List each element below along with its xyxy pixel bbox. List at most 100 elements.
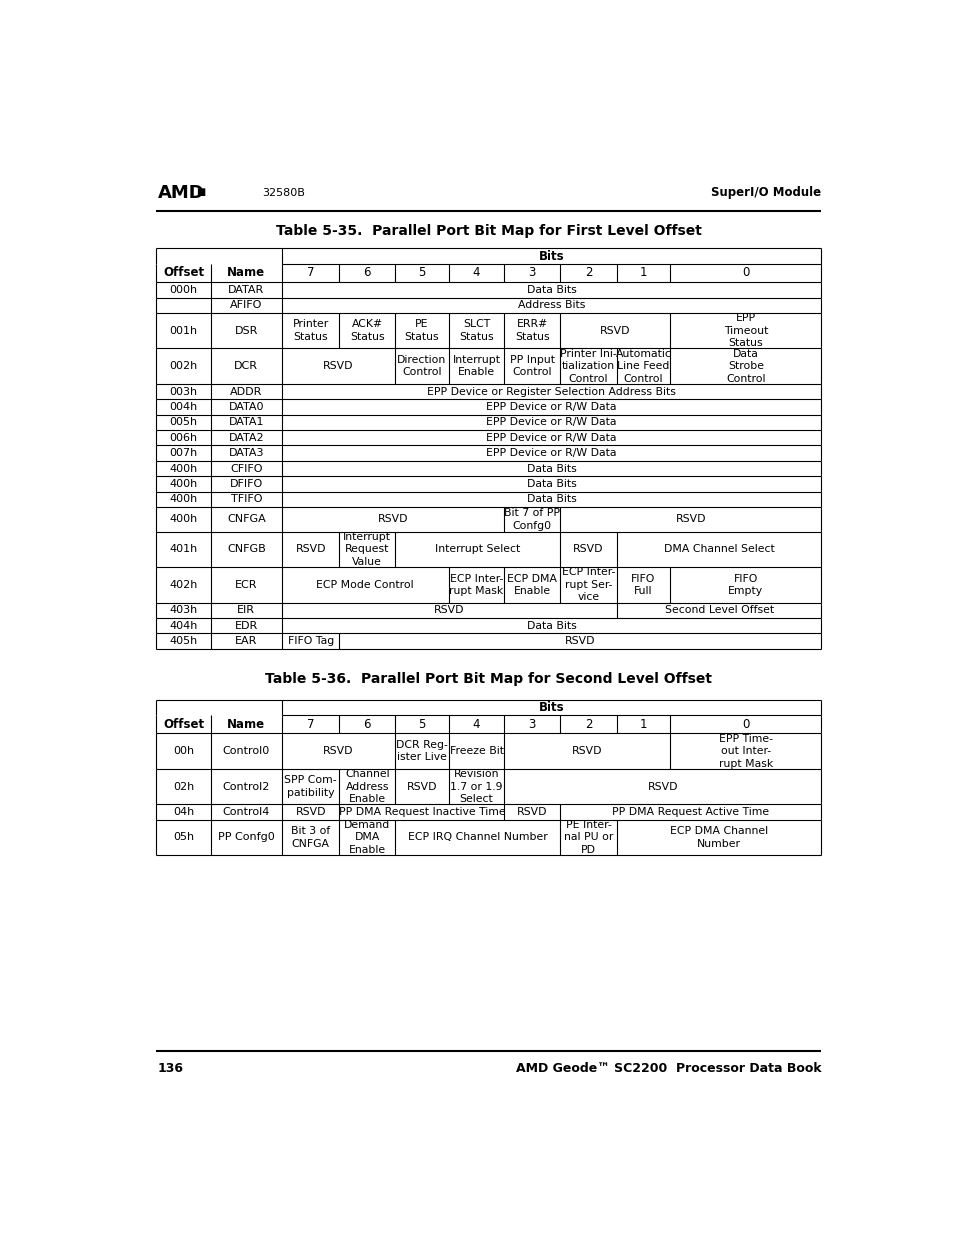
Text: RSVD: RSVD — [323, 746, 354, 756]
Text: FIFO
Empty: FIFO Empty — [727, 573, 762, 597]
Text: Table 5-36.  Parallel Port Bit Map for Second Level Offset: Table 5-36. Parallel Port Bit Map for Se… — [265, 673, 712, 687]
Text: ECP Mode Control: ECP Mode Control — [316, 579, 414, 590]
Text: PP DMA Request Active Time: PP DMA Request Active Time — [612, 806, 768, 816]
Text: ACK#
Status: ACK# Status — [350, 320, 384, 342]
Text: Control4: Control4 — [222, 806, 270, 816]
Text: Automatic
Line Feed
Control: Automatic Line Feed Control — [615, 348, 671, 384]
Text: Freeze Bit: Freeze Bit — [449, 746, 503, 756]
Text: Name: Name — [227, 267, 265, 279]
Text: DFIFO: DFIFO — [230, 479, 263, 489]
Text: SPP Com-
patibility: SPP Com- patibility — [284, 776, 336, 798]
Text: 405h: 405h — [170, 636, 197, 646]
Text: EPP
Timeout
Status: EPP Timeout Status — [723, 314, 767, 348]
Text: EDR: EDR — [234, 621, 257, 631]
Text: CNFGA: CNFGA — [227, 514, 266, 525]
Text: FIFO
Full: FIFO Full — [631, 573, 655, 597]
Text: Second Level Offset: Second Level Offset — [664, 605, 773, 615]
Text: Bits: Bits — [538, 249, 564, 263]
Text: AMD: AMD — [158, 184, 205, 201]
Text: RSVD: RSVD — [517, 806, 547, 816]
Text: PP Input
Control: PP Input Control — [509, 354, 555, 378]
Text: Name: Name — [227, 718, 265, 731]
Text: AMD Geode™ SC2200  Processor Data Book: AMD Geode™ SC2200 Processor Data Book — [516, 1062, 821, 1074]
Text: 5: 5 — [417, 718, 425, 731]
Text: ECR: ECR — [234, 579, 257, 590]
Text: Bit 3 of
CNFGA: Bit 3 of CNFGA — [291, 826, 330, 848]
Text: 3: 3 — [528, 718, 536, 731]
Text: 32580B: 32580B — [262, 188, 305, 198]
Text: EPP Device or R/W Data: EPP Device or R/W Data — [486, 432, 617, 442]
Text: Data Bits: Data Bits — [526, 621, 576, 631]
Text: DATA0: DATA0 — [229, 401, 264, 412]
Text: AFIFO: AFIFO — [230, 300, 262, 310]
Text: PE
Status: PE Status — [404, 320, 438, 342]
Text: Interrupt
Enable: Interrupt Enable — [452, 354, 500, 378]
Text: Printer
Status: Printer Status — [293, 320, 329, 342]
Text: Control0: Control0 — [222, 746, 270, 756]
Text: 402h: 402h — [170, 579, 197, 590]
Text: 000h: 000h — [170, 285, 197, 295]
Text: Data Bits: Data Bits — [526, 463, 576, 473]
Text: 4: 4 — [473, 267, 479, 279]
Text: RSVD: RSVD — [295, 806, 326, 816]
Text: 400h: 400h — [170, 463, 197, 473]
Text: RSVD: RSVD — [406, 782, 436, 792]
Text: 0: 0 — [741, 718, 749, 731]
Text: EPP Device or R/W Data: EPP Device or R/W Data — [486, 448, 617, 458]
Text: 003h: 003h — [170, 387, 197, 396]
Text: DATA2: DATA2 — [229, 432, 264, 442]
Text: FIFO Tag: FIFO Tag — [287, 636, 334, 646]
Text: EIR: EIR — [237, 605, 255, 615]
Text: RSVD: RSVD — [675, 514, 705, 525]
Text: ECP DMA Channel
Number: ECP DMA Channel Number — [669, 826, 767, 848]
Text: Direction
Control: Direction Control — [396, 354, 446, 378]
Text: 04h: 04h — [172, 806, 194, 816]
Text: DCR: DCR — [234, 361, 258, 370]
Text: 0: 0 — [741, 267, 749, 279]
Text: Offset: Offset — [163, 718, 204, 731]
Text: RSVD: RSVD — [434, 605, 464, 615]
Text: 400h: 400h — [170, 514, 197, 525]
Text: RSVD: RSVD — [647, 782, 678, 792]
Text: CFIFO: CFIFO — [230, 463, 262, 473]
Text: DATA3: DATA3 — [229, 448, 264, 458]
Text: ADDR: ADDR — [230, 387, 262, 396]
Text: RSVD: RSVD — [573, 545, 603, 555]
Text: PP DMA Request Inactive Time: PP DMA Request Inactive Time — [338, 806, 505, 816]
Text: Address Bits: Address Bits — [517, 300, 585, 310]
Text: DCR Reg-
ister Live: DCR Reg- ister Live — [395, 740, 447, 762]
Text: EPP Time-
out Inter-
rupt Mask: EPP Time- out Inter- rupt Mask — [718, 734, 772, 768]
Text: 2: 2 — [584, 267, 592, 279]
Text: Data
Strobe
Control: Data Strobe Control — [725, 348, 765, 384]
Text: 7: 7 — [307, 267, 314, 279]
Text: EPP Device or R/W Data: EPP Device or R/W Data — [486, 417, 617, 427]
Text: Interrupt Select: Interrupt Select — [435, 545, 519, 555]
Text: 7: 7 — [307, 718, 314, 731]
Text: Interrupt
Request
Value: Interrupt Request Value — [343, 532, 391, 567]
Text: TFIFO: TFIFO — [231, 494, 262, 504]
Text: DMA Channel Select: DMA Channel Select — [663, 545, 774, 555]
Text: SLCT
Status: SLCT Status — [458, 320, 494, 342]
Text: 136: 136 — [158, 1062, 184, 1074]
Text: 6: 6 — [363, 267, 371, 279]
Text: EPP Device or Register Selection Address Bits: EPP Device or Register Selection Address… — [427, 387, 676, 396]
Text: 6: 6 — [363, 718, 371, 731]
Text: 00h: 00h — [172, 746, 193, 756]
Text: RSVD: RSVD — [599, 326, 630, 336]
Text: 1: 1 — [639, 718, 646, 731]
Text: RSVD: RSVD — [377, 514, 408, 525]
Text: 2: 2 — [584, 718, 592, 731]
Text: Data Bits: Data Bits — [526, 479, 576, 489]
Text: 05h: 05h — [172, 832, 193, 842]
Text: Channel
Address
Enable: Channel Address Enable — [345, 769, 389, 804]
Text: 1: 1 — [639, 267, 646, 279]
Text: 404h: 404h — [170, 621, 197, 631]
Text: 3: 3 — [528, 267, 536, 279]
Text: Offset: Offset — [163, 267, 204, 279]
Text: DATA1: DATA1 — [229, 417, 264, 427]
Text: Table 5-35.  Parallel Port Bit Map for First Level Offset: Table 5-35. Parallel Port Bit Map for Fi… — [275, 225, 701, 238]
Text: Demand
DMA
Enable: Demand DMA Enable — [344, 820, 390, 855]
Text: Bits: Bits — [538, 700, 564, 714]
Text: RSVD: RSVD — [323, 361, 354, 370]
Text: 002h: 002h — [170, 361, 197, 370]
